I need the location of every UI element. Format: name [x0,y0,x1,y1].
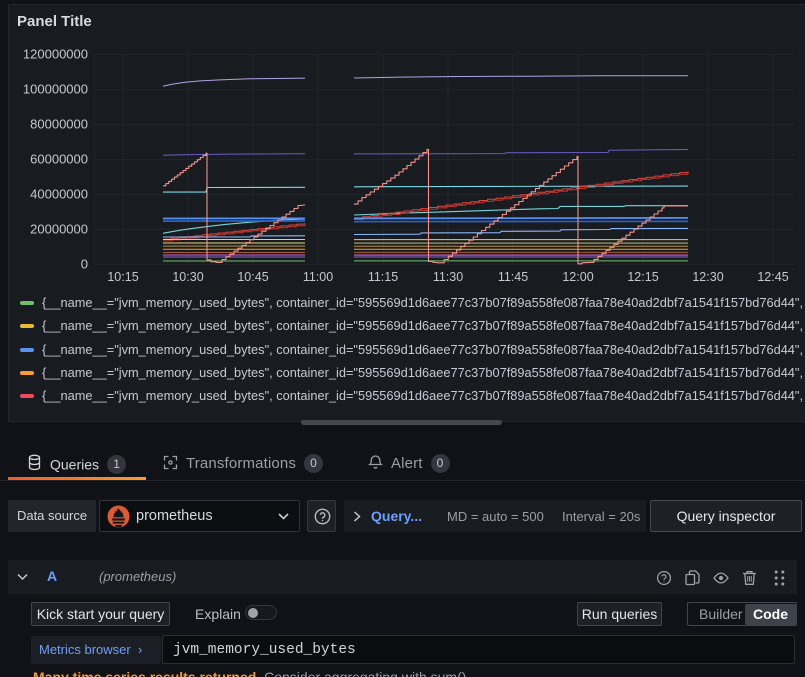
svg-text:11:45: 11:45 [498,270,528,284]
svg-text:11:00: 11:00 [303,270,333,284]
svg-text:12:15: 12:15 [627,270,658,284]
svg-text:12:00: 12:00 [562,270,593,284]
svg-text:120000000: 120000000 [23,47,88,62]
svg-text:12:30: 12:30 [692,270,723,284]
svg-text:11:15: 11:15 [368,270,398,284]
svg-text:10:45: 10:45 [237,270,268,284]
svg-text:10:30: 10:30 [172,270,203,284]
svg-text:10:15: 10:15 [107,270,138,284]
svg-text:100000000: 100000000 [23,82,88,97]
svg-text:60000000: 60000000 [30,152,88,167]
svg-text:0: 0 [81,257,88,272]
svg-text:80000000: 80000000 [30,117,88,132]
svg-text:12:45: 12:45 [757,270,788,284]
svg-text:11:30: 11:30 [433,270,463,284]
svg-text:40000000: 40000000 [30,187,88,202]
svg-text:20000000: 20000000 [30,222,88,237]
